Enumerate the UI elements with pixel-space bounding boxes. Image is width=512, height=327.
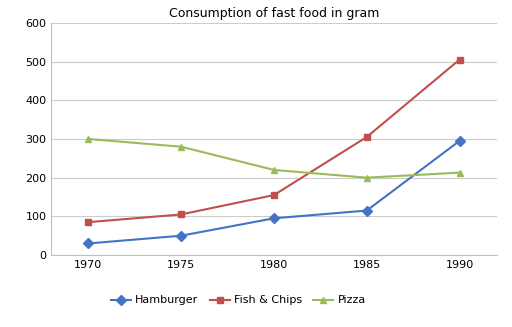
Hamburger — [456, 139, 462, 143]
Hamburger — [178, 234, 184, 238]
Hamburger — [85, 241, 91, 245]
Line: Pizza: Pizza — [85, 135, 463, 181]
Pizza — [178, 145, 184, 149]
Pizza — [456, 171, 462, 175]
Fish & Chips — [456, 58, 462, 61]
Legend: Hamburger, Fish & Chips, Pizza: Hamburger, Fish & Chips, Pizza — [111, 295, 366, 305]
Line: Hamburger: Hamburger — [85, 137, 463, 247]
Fish & Chips — [271, 193, 277, 197]
Pizza — [85, 137, 91, 141]
Fish & Chips — [85, 220, 91, 224]
Line: Fish & Chips: Fish & Chips — [85, 56, 463, 226]
Fish & Chips — [364, 135, 370, 139]
Title: Consumption of fast food in gram: Consumption of fast food in gram — [169, 7, 379, 20]
Pizza — [271, 168, 277, 172]
Hamburger — [271, 216, 277, 220]
Fish & Chips — [178, 213, 184, 216]
Pizza — [364, 176, 370, 180]
Hamburger — [364, 209, 370, 213]
